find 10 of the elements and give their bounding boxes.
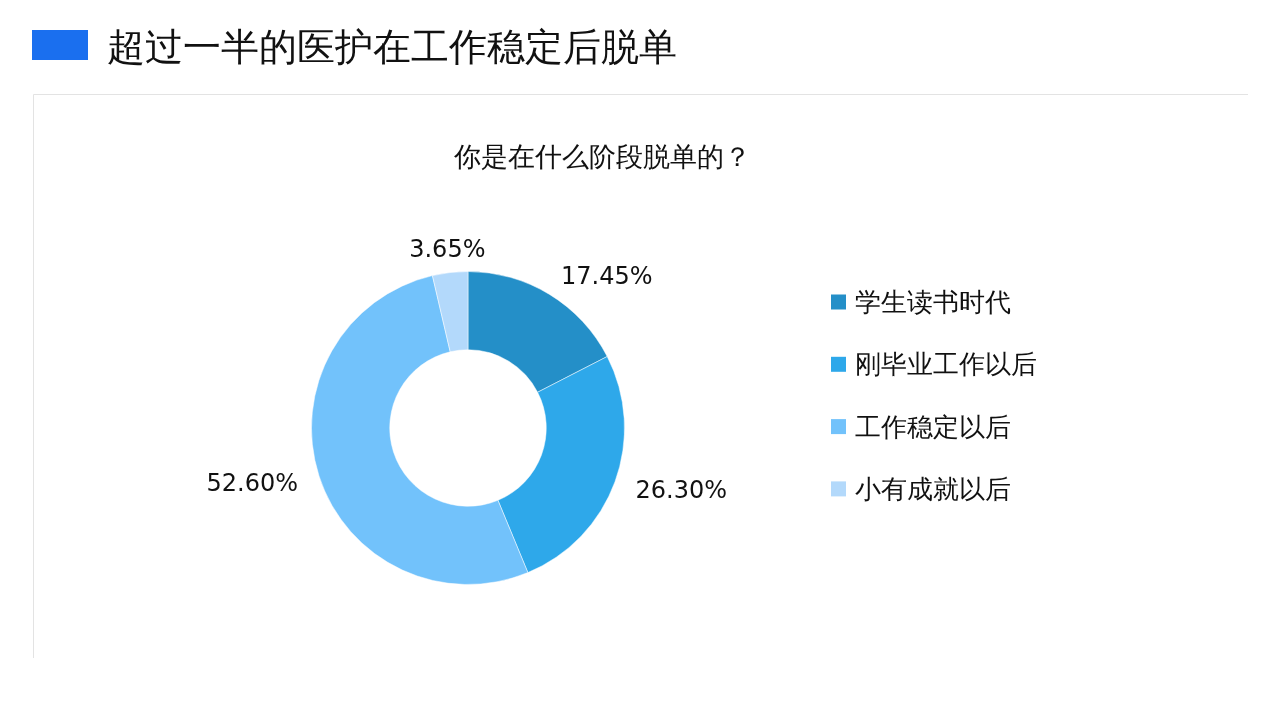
data-label: 3.65% — [409, 234, 486, 263]
chart-title: 超过一半的医护在工作稳定后脱单 — [107, 25, 677, 69]
legend-label: 刚毕业工作以后 — [855, 349, 1037, 380]
legend-label: 学生读书时代 — [855, 287, 1011, 317]
data-label: 26.30% — [635, 475, 728, 504]
data-label: 52.60% — [206, 468, 299, 497]
legend-label: 小有成就以后 — [855, 473, 1011, 504]
legend-label: 工作稳定以后 — [855, 411, 1011, 442]
chart-subtitle: 你是在什么阶段脱单的？ — [452, 141, 751, 172]
data-label: 17.45% — [561, 261, 653, 290]
